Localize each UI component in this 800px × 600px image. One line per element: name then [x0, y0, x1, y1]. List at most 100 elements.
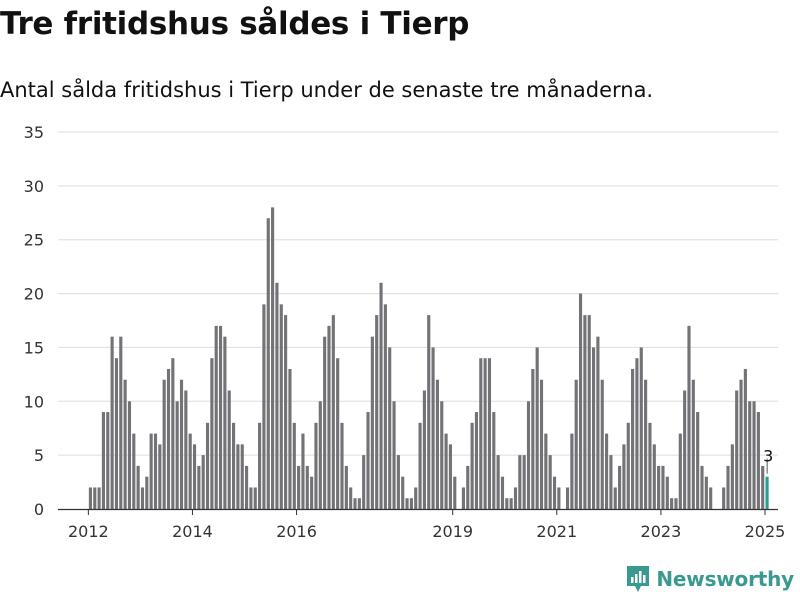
bar: [88, 487, 92, 509]
bar: [591, 347, 596, 509]
bar: [444, 433, 448, 509]
bar: [487, 358, 492, 509]
bar: [262, 304, 266, 509]
bar: [574, 379, 578, 509]
bar: [635, 358, 639, 509]
bar: [652, 444, 656, 509]
bar: [461, 487, 466, 509]
bar: [726, 465, 730, 509]
data-label: 3: [763, 447, 773, 466]
x-tick-label: 2025: [745, 522, 786, 541]
bar: [375, 315, 379, 509]
bar: [175, 401, 179, 509]
bar: [396, 455, 400, 509]
bar: [691, 379, 695, 509]
bar: [153, 433, 158, 509]
bar: [557, 487, 561, 509]
bar: [405, 498, 409, 509]
bar: [431, 347, 435, 509]
bar: [570, 433, 574, 509]
bar: [271, 207, 275, 509]
bar: [119, 336, 123, 509]
bar: [518, 455, 522, 509]
bar: [258, 422, 262, 509]
bar: [366, 412, 370, 509]
x-tick-label: 2021: [536, 522, 577, 541]
bar: [218, 325, 223, 509]
brand-logo: Newsworthy: [626, 564, 794, 594]
bar: [496, 455, 500, 509]
bar: [327, 325, 331, 509]
bar: [145, 476, 149, 509]
bar: [336, 358, 340, 509]
bar: [761, 465, 765, 509]
bar: [214, 325, 218, 509]
bar: [401, 476, 405, 509]
chart-title: Tre fritidshus såldes i Tierp: [0, 6, 470, 42]
bar: [709, 487, 713, 509]
y-tick-label: 10: [24, 392, 44, 411]
bar: [552, 476, 557, 509]
bar: [162, 379, 166, 509]
bar: [748, 401, 752, 509]
x-tick-label: 2012: [68, 522, 109, 541]
y-tick-label: 5: [34, 446, 44, 465]
bar: [340, 422, 344, 509]
bar: [427, 315, 431, 509]
bar: [253, 487, 257, 509]
bar: [466, 465, 470, 509]
bar: [565, 487, 570, 509]
bar: [587, 315, 591, 509]
bar: [231, 422, 236, 509]
bar: [414, 487, 418, 509]
bar: [388, 347, 392, 509]
bar: [583, 315, 587, 509]
bar: [418, 422, 422, 509]
bar: [370, 336, 374, 509]
bar: [266, 218, 270, 510]
bar: [310, 476, 314, 509]
bar: [513, 487, 518, 509]
bar: [483, 358, 487, 509]
bar: [136, 465, 140, 509]
bar: [631, 368, 635, 509]
bar: [114, 358, 119, 509]
bar: [470, 422, 474, 509]
bar: [292, 422, 296, 509]
bar: [422, 390, 426, 509]
bar: [192, 444, 197, 509]
bar: [101, 412, 106, 509]
bar: [240, 444, 244, 509]
bar: [609, 455, 613, 509]
bar: [110, 336, 114, 509]
bar: [305, 465, 309, 509]
brand-name: Newsworthy: [656, 567, 794, 591]
y-tick-label: 25: [24, 231, 44, 250]
bar: [696, 412, 700, 509]
bar: [522, 455, 526, 509]
bar: [188, 433, 192, 509]
bar: [670, 498, 674, 509]
bar: [93, 487, 97, 509]
bar: [97, 487, 101, 509]
bar: [275, 282, 279, 509]
bar: [739, 379, 743, 509]
bar: [318, 401, 322, 509]
bar: [639, 347, 643, 509]
bar: [323, 336, 327, 509]
bar: [279, 304, 283, 509]
bar: [383, 304, 387, 509]
bar: [357, 498, 361, 509]
bar: [622, 444, 626, 509]
bar: [700, 465, 704, 509]
bar: [474, 412, 479, 509]
bar: [353, 498, 357, 509]
bar: [661, 465, 665, 509]
bar: [284, 315, 288, 509]
bar: [106, 412, 110, 509]
bar: [479, 358, 483, 509]
bar: [236, 444, 240, 509]
bar: [166, 368, 171, 509]
y-tick-label: 15: [24, 338, 44, 357]
